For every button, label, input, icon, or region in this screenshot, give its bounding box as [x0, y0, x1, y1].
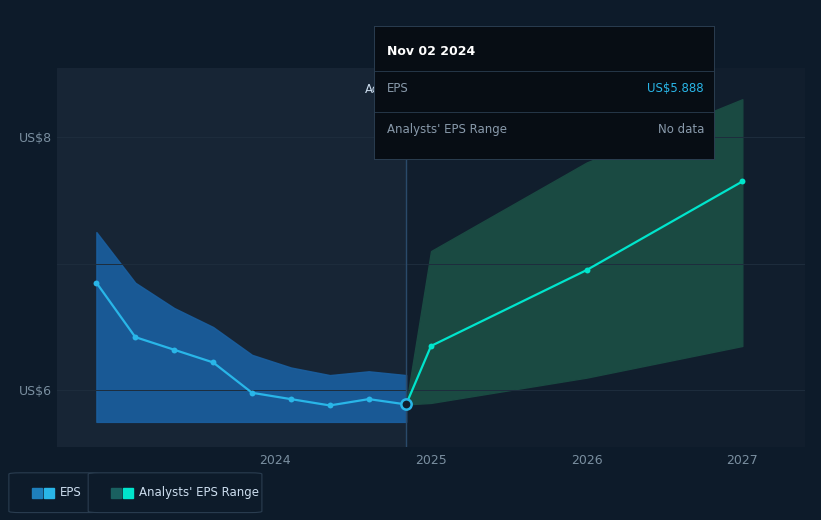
Point: [89, 279, 103, 287]
Point: [167, 346, 181, 354]
Point: [129, 333, 142, 341]
FancyBboxPatch shape: [9, 473, 99, 513]
FancyBboxPatch shape: [88, 473, 262, 513]
Point: [207, 358, 220, 367]
Text: Analysts Forecasts: Analysts Forecasts: [410, 83, 521, 96]
Point: [400, 400, 413, 409]
Point: [362, 395, 375, 404]
Text: Analysts' EPS Range: Analysts' EPS Range: [140, 486, 259, 499]
Text: No data: No data: [658, 123, 704, 136]
Point: [245, 388, 259, 397]
Point: [424, 342, 438, 350]
Bar: [57, 68, 406, 447]
Point: [736, 177, 749, 186]
Text: EPS: EPS: [60, 486, 81, 499]
Text: US$5.888: US$5.888: [648, 82, 704, 95]
Text: EPS: EPS: [388, 82, 409, 95]
Text: Analysts' EPS Range: Analysts' EPS Range: [388, 123, 507, 136]
Point: [580, 266, 594, 274]
Text: Nov 02 2024: Nov 02 2024: [388, 45, 475, 58]
Point: [284, 395, 297, 404]
Text: Actual: Actual: [365, 83, 401, 96]
Point: [323, 401, 337, 410]
